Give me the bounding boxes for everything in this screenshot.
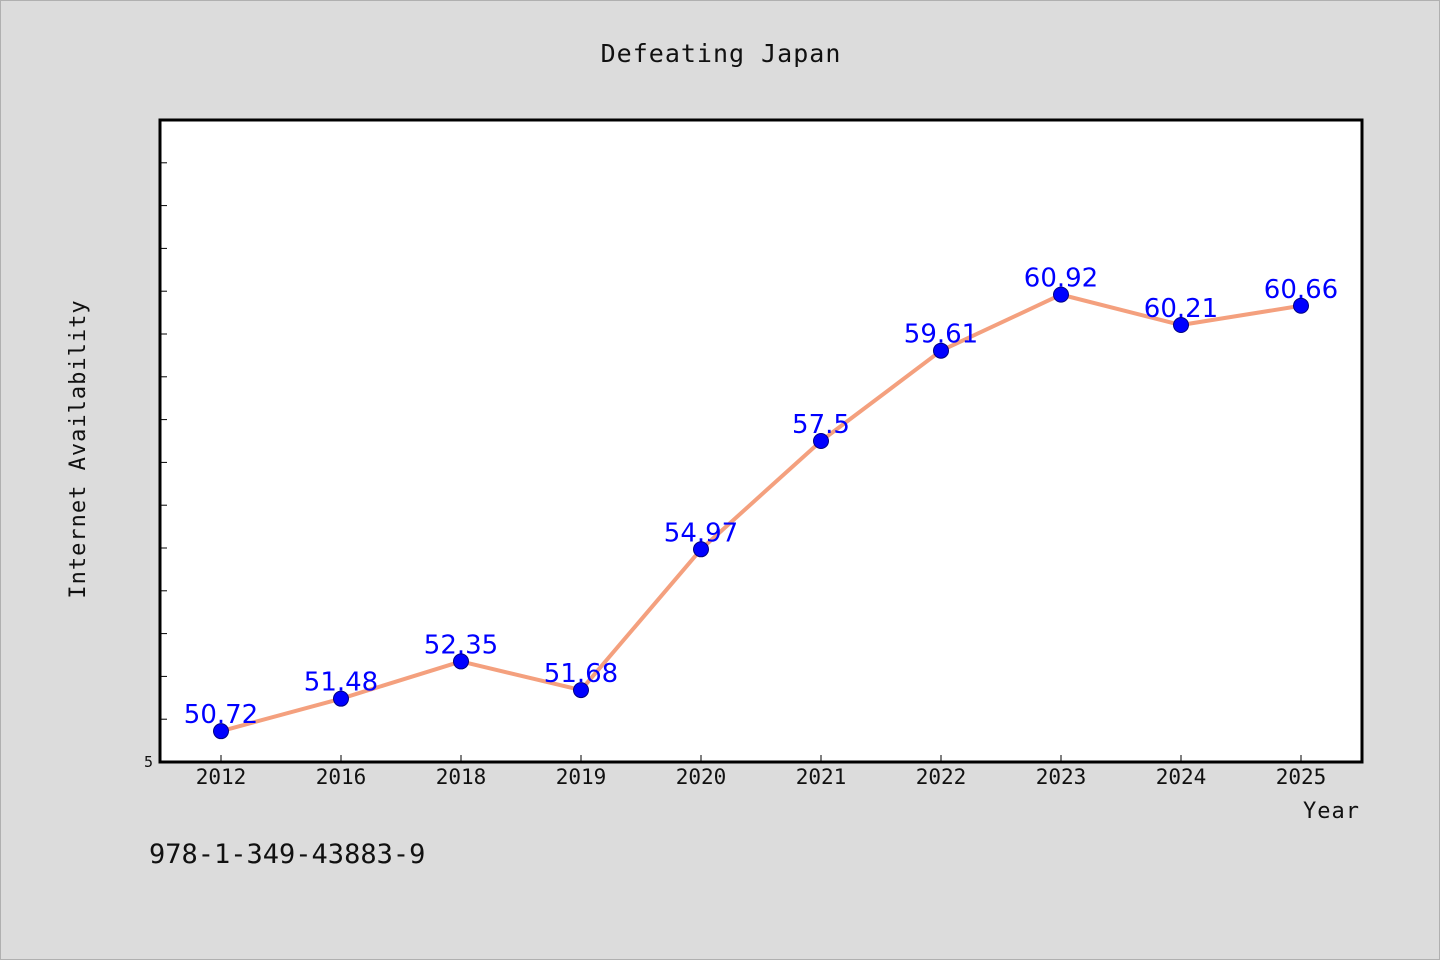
data-point (453, 653, 469, 670)
data-point (1053, 286, 1069, 303)
data-point (213, 723, 229, 740)
y-tick-label: 5 (144, 753, 153, 771)
data-point (1173, 317, 1189, 334)
data-point (693, 541, 709, 558)
x-tick-label: 2025 (1276, 765, 1327, 789)
x-tick-label: 2018 (436, 765, 487, 789)
x-tick-label: 2024 (1156, 765, 1207, 789)
data-label: 50.72 (184, 700, 258, 730)
x-tick-label: 2012 (196, 765, 247, 789)
x-axis-ticks (220, 755, 1302, 762)
x-tick-label: 2022 (916, 765, 967, 789)
x-tick-labels: 2012 2016 2018 2019 2020 2021 2022 2023 2024 2025 (196, 765, 1327, 789)
data-label: 51.48 (304, 668, 378, 698)
data-label: 59.61 (904, 320, 978, 350)
y-axis-label: Internet Availability (66, 299, 91, 598)
series-line (219, 292, 1303, 734)
data-point (1293, 297, 1309, 314)
data-point (813, 433, 829, 449)
x-tick-label: 2021 (796, 765, 847, 789)
data-markers (213, 286, 1309, 740)
data-point (933, 342, 949, 359)
data-label: 51.68 (544, 659, 618, 689)
data-label: 57.5 (792, 410, 850, 440)
footnote-isbn: 978-1-349-43883-9 (149, 839, 425, 870)
chart-title: Defeating Japan (601, 39, 842, 68)
data-label: 54.97 (664, 518, 738, 548)
x-axis-label: Year (1303, 799, 1360, 824)
y-axis-ticks (160, 162, 167, 720)
x-tick-label: 2016 (316, 765, 367, 789)
data-point (573, 682, 589, 699)
data-label: 60.21 (1144, 294, 1218, 324)
x-tick-label: 2023 (1036, 765, 1087, 789)
data-labels: 50.72 51.48 52.35 51.68 54.97 57.5 59.61 60.92 6… (184, 264, 1338, 731)
data-label: 60.92 (1024, 264, 1098, 294)
x-tick-label: 2019 (556, 765, 607, 789)
plot-area (158, 118, 1364, 764)
x-tick-label: 2020 (676, 765, 727, 789)
data-label: 60.66 (1264, 275, 1338, 305)
data-label: 52.35 (424, 630, 498, 660)
data-point (333, 690, 349, 707)
